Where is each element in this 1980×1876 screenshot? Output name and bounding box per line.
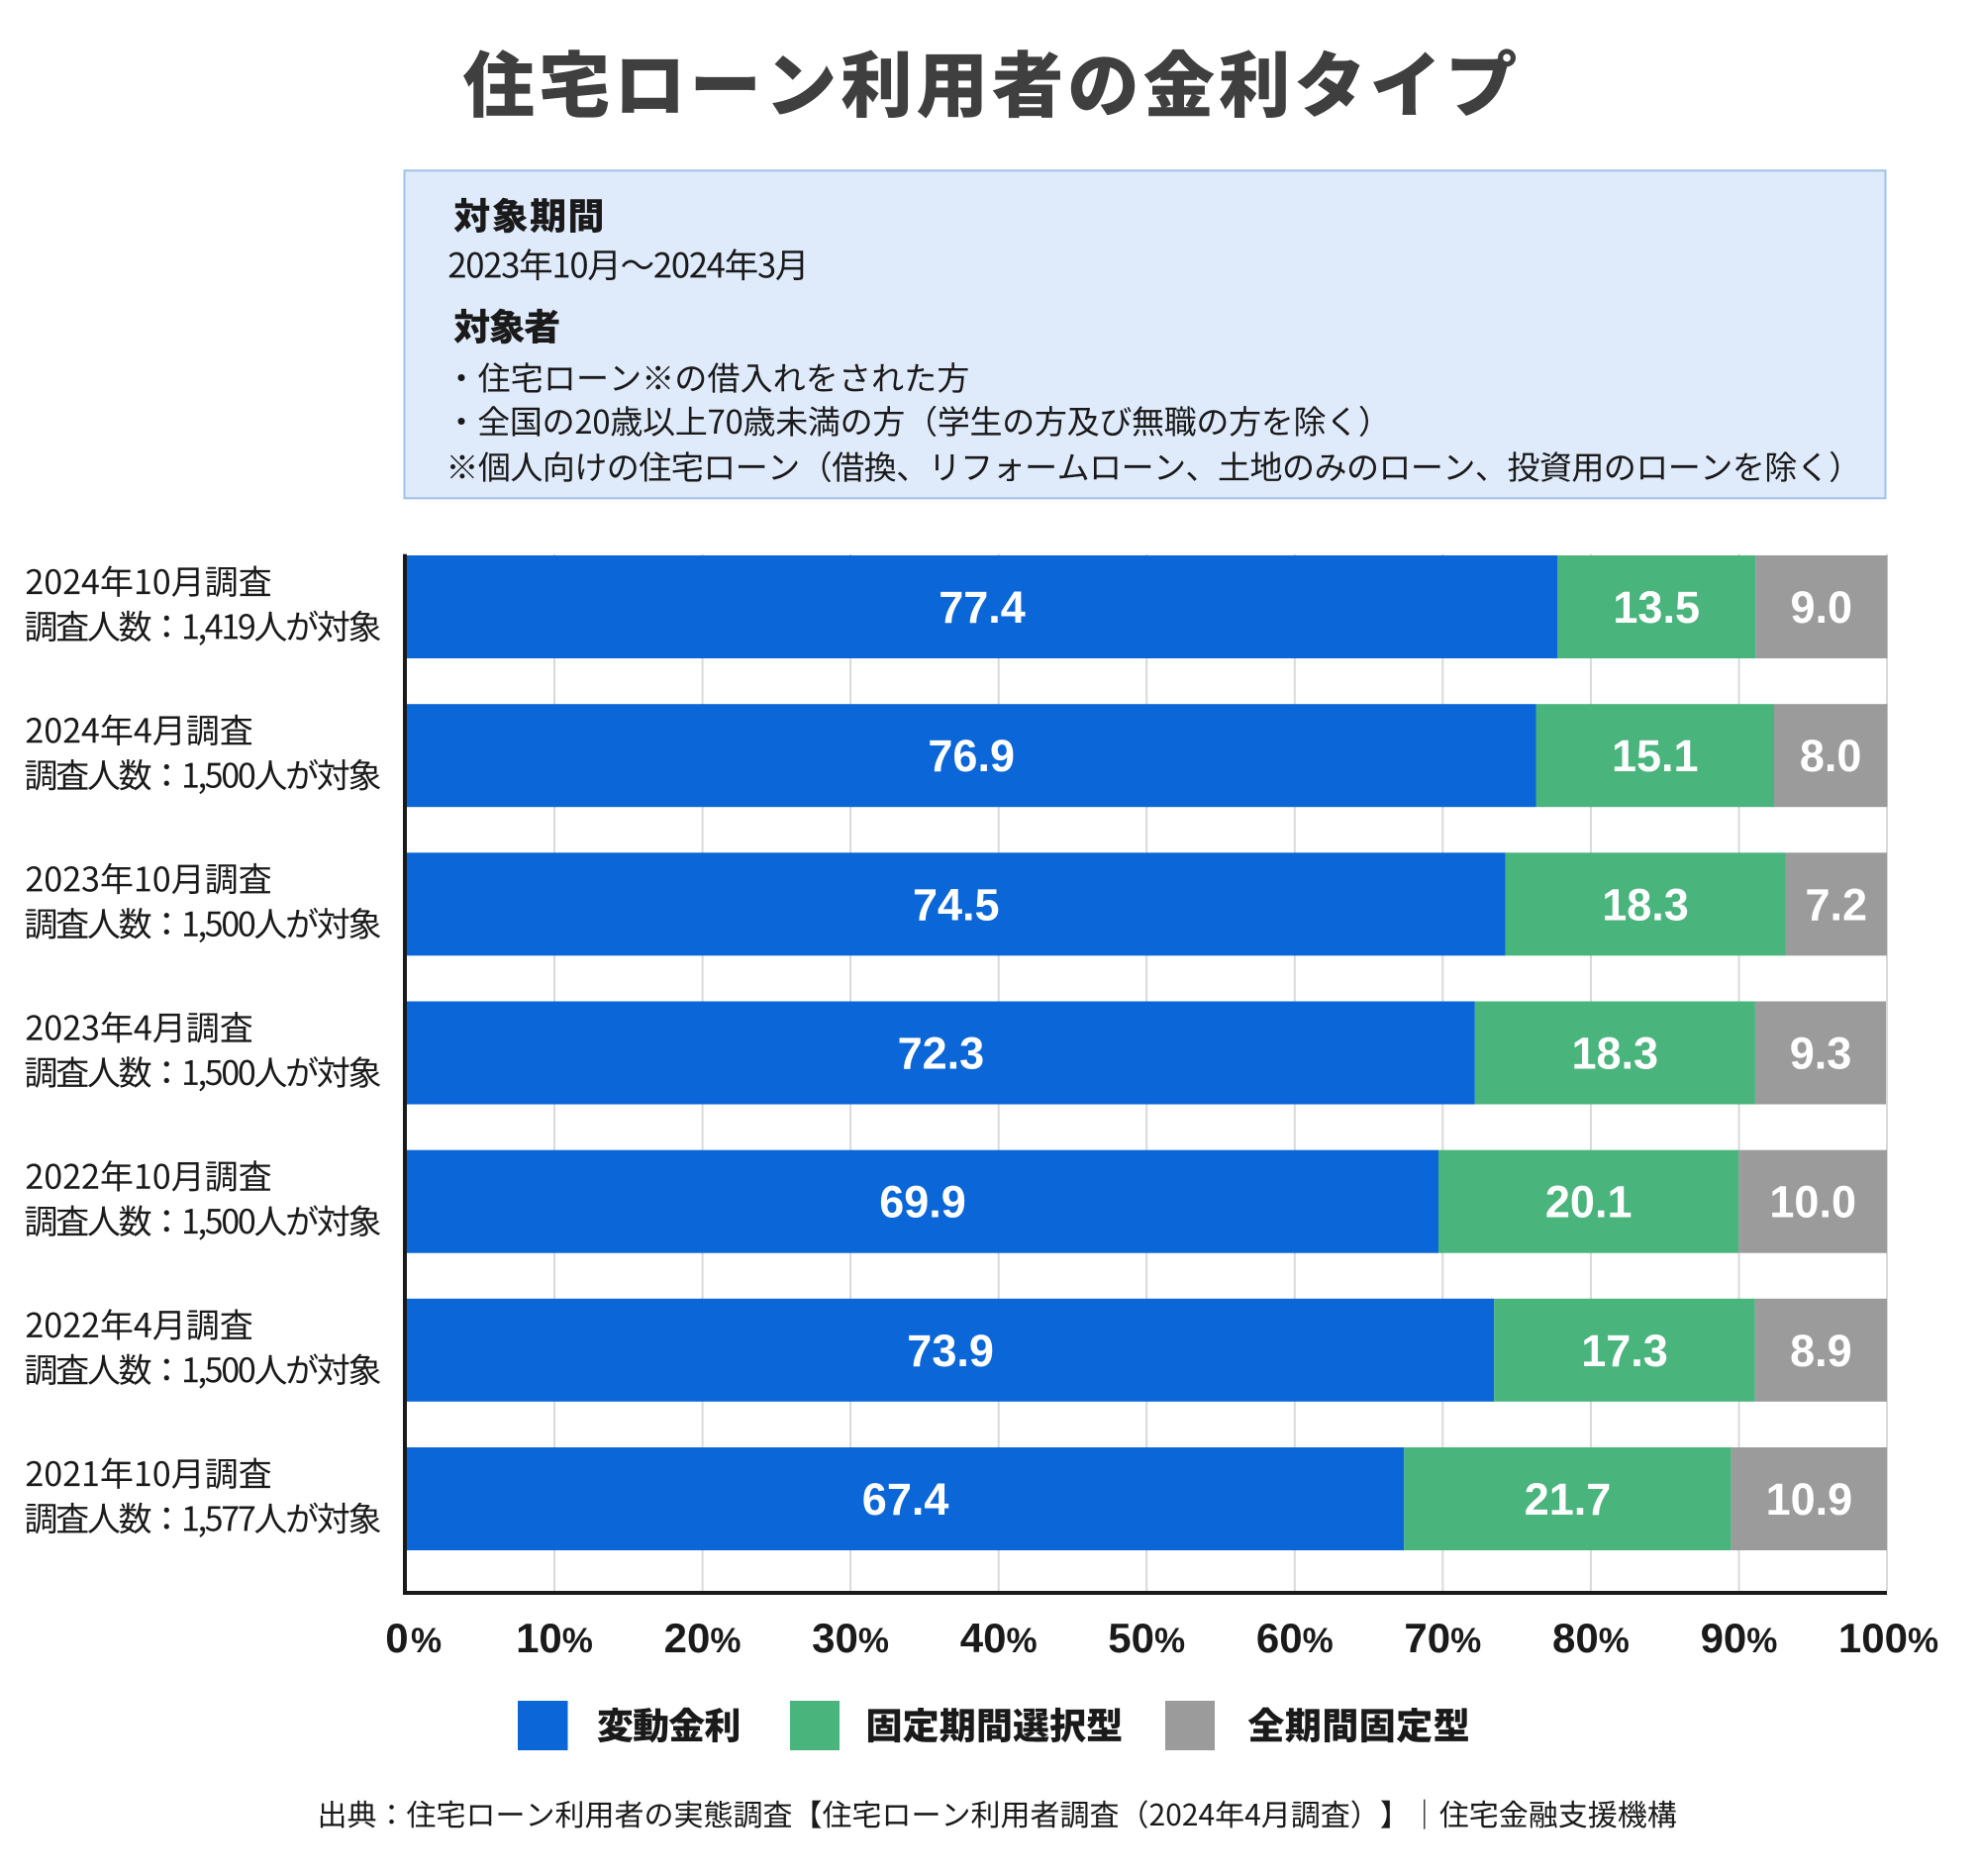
svg-text:60%: 60% [1256, 1615, 1334, 1661]
svg-text:20.1: 20.1 [1545, 1177, 1633, 1228]
svg-text:0%: 0% [385, 1615, 442, 1661]
svg-text:50%: 50% [1108, 1615, 1185, 1661]
svg-text:76.9: 76.9 [928, 731, 1015, 781]
svg-text:8.0: 8.0 [1800, 731, 1862, 781]
svg-text:20%: 20% [664, 1615, 742, 1661]
svg-text:77.4: 77.4 [939, 582, 1026, 633]
svg-text:90%: 90% [1701, 1615, 1778, 1661]
svg-text:40%: 40% [960, 1615, 1038, 1661]
svg-text:21.7: 21.7 [1525, 1474, 1612, 1525]
svg-text:67.4: 67.4 [862, 1474, 949, 1525]
svg-text:17.3: 17.3 [1581, 1326, 1668, 1376]
svg-text:80%: 80% [1552, 1615, 1630, 1661]
svg-text:9.0: 9.0 [1791, 582, 1853, 633]
svg-text:18.3: 18.3 [1602, 879, 1689, 930]
svg-text:69.9: 69.9 [879, 1177, 966, 1228]
svg-text:15.1: 15.1 [1612, 731, 1699, 781]
svg-text:72.3: 72.3 [898, 1029, 985, 1079]
svg-text:30%: 30% [812, 1615, 889, 1661]
svg-text:7.2: 7.2 [1806, 879, 1868, 930]
svg-text:10.9: 10.9 [1766, 1474, 1853, 1525]
svg-text:9.3: 9.3 [1790, 1029, 1852, 1079]
svg-text:100%: 100% [1838, 1615, 1938, 1661]
svg-text:8.9: 8.9 [1790, 1326, 1852, 1376]
svg-text:13.5: 13.5 [1613, 582, 1700, 633]
svg-text:18.3: 18.3 [1572, 1029, 1659, 1079]
svg-text:10%: 10% [516, 1615, 593, 1661]
svg-text:10.0: 10.0 [1769, 1177, 1856, 1228]
svg-text:74.5: 74.5 [913, 879, 1000, 930]
svg-text:73.9: 73.9 [907, 1326, 994, 1376]
svg-text:70%: 70% [1404, 1615, 1481, 1661]
